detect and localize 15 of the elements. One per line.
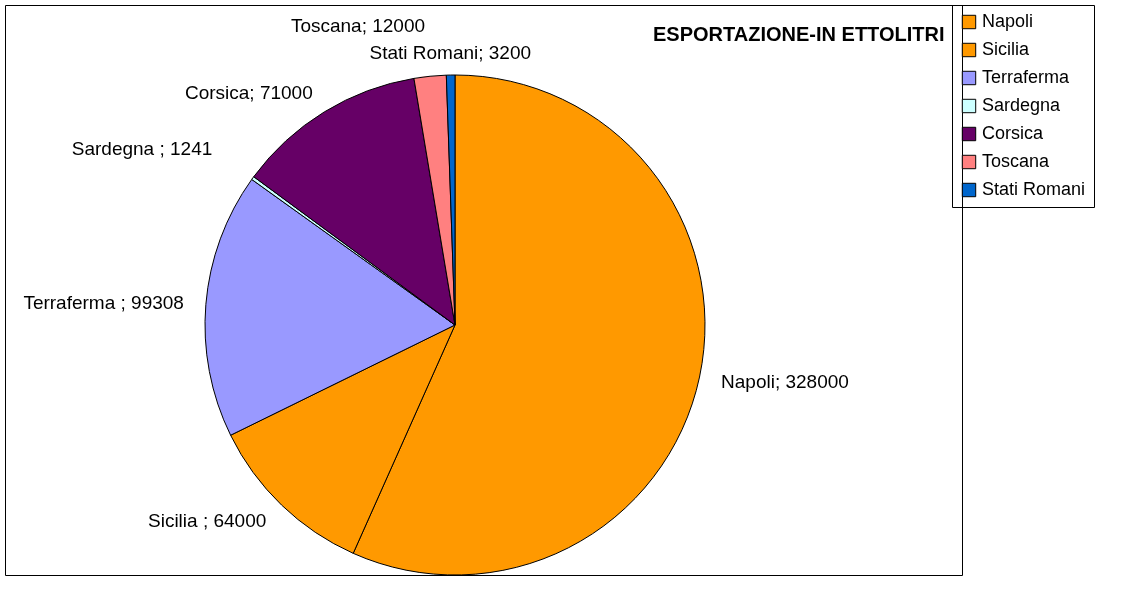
- data-label: Corsica; 71000: [184, 82, 313, 104]
- text: ESPORTAZIONE-IN ETTOLITRI: [653, 23, 945, 45]
- legend-label: Napoli: [982, 11, 1034, 31]
- data-label: Stati Romani; 3200: [369, 42, 532, 64]
- legend-label: Stati Romani: [982, 179, 1086, 199]
- legend-label: Sardegna: [982, 95, 1062, 115]
- legend-label: Corsica: [982, 123, 1044, 143]
- legend-label: Sicilia: [982, 39, 1030, 59]
- data-label: Toscana; 12000: [290, 15, 426, 37]
- legend-label: Terraferma: [982, 67, 1071, 87]
- data-label: Napoli; 328000: [721, 370, 849, 392]
- legend-label: Toscana: [982, 151, 1051, 171]
- data-label: Sardegna ; 1241: [71, 137, 213, 159]
- data-label: Sicilia ; 64000: [147, 509, 267, 531]
- data-label: Terraferma ; 99308: [23, 291, 184, 313]
